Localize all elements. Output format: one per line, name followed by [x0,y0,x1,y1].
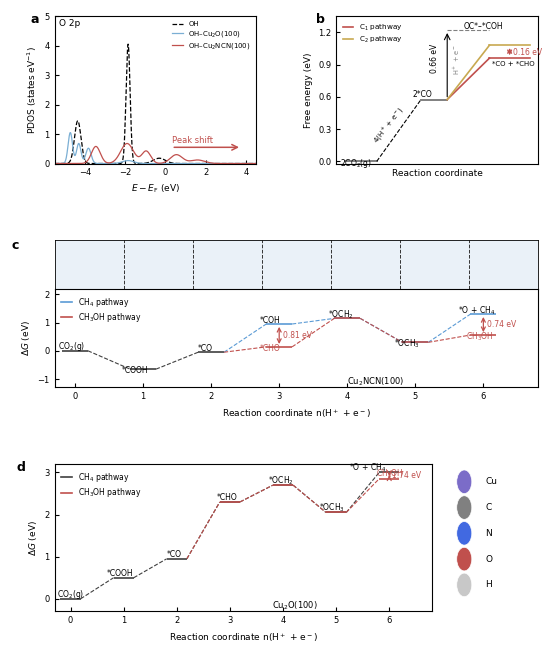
Text: a: a [31,13,39,27]
Text: C: C [485,503,491,512]
Line: OH–Cu$_2$O(100): OH–Cu$_2$O(100) [55,133,256,164]
Text: H$^+$ + e$^-$: H$^+$ + e$^-$ [451,44,461,75]
Circle shape [456,496,472,520]
Text: *O + CH$_4$: *O + CH$_4$ [458,304,495,316]
Text: H: H [485,580,492,589]
Circle shape [456,547,472,571]
OH [249,160,256,168]
Text: *OCH$_3$: *OCH$_3$ [319,502,345,514]
Text: *CHO: *CHO [217,493,238,502]
Legend: CH$_4$ pathway, CH$_3$OH pathway: CH$_4$ pathway, CH$_3$OH pathway [58,292,145,327]
Text: Cu: Cu [485,477,497,487]
OH–Cu$_2$O(100) [86,146,93,153]
Text: *OCH$_2$: *OCH$_2$ [328,308,354,321]
Text: CO$_2$(g): CO$_2$(g) [57,588,85,601]
OH–Cu$_2$NCN(100) [124,140,130,148]
Text: b: b [316,13,325,27]
Text: N: N [485,529,492,538]
OH–Cu$_2$NCN(100) [74,160,81,168]
Text: 0.16 eV: 0.16 eV [513,49,542,57]
Text: CH$_3$OH: CH$_3$OH [466,330,494,343]
OH [129,139,135,147]
Legend: CH$_4$ pathway, CH$_3$OH pathway: CH$_4$ pathway, CH$_3$OH pathway [58,468,145,502]
Text: CH$_3$OH: CH$_3$OH [376,468,403,480]
Text: Peak shift: Peak shift [173,137,213,146]
Circle shape [456,470,472,494]
OH–Cu$_2$O(100) [227,160,234,168]
Y-axis label: $\Delta G$ (eV): $\Delta G$ (eV) [27,520,39,556]
Text: *CO + *CHO: *CO + *CHO [491,61,534,67]
Text: *O + CH$_4$: *O + CH$_4$ [349,462,387,474]
OH [51,160,58,168]
Text: *CHO: *CHO [260,344,281,353]
Y-axis label: Free energy (eV): Free energy (eV) [304,52,313,127]
Y-axis label: PDOS (states eV$^{-1}$): PDOS (states eV$^{-1}$) [26,46,39,134]
Circle shape [456,521,472,545]
OH–Cu$_2$NCN(100) [253,160,259,168]
OH–Cu$_2$NCN(100) [249,160,256,168]
OH–Cu$_2$O(100) [249,160,256,168]
X-axis label: $E - E_\mathrm{F}$ (eV): $E - E_\mathrm{F}$ (eV) [130,183,180,195]
OH–Cu$_2$NCN(100) [86,153,93,161]
OH–Cu$_2$NCN(100) [227,160,234,168]
OH [253,160,259,168]
Text: 4(H$^+$ + e$^-$): 4(H$^+$ + e$^-$) [371,104,407,146]
Text: O 2p: O 2p [58,19,80,28]
Text: *CO: *CO [167,550,182,559]
OH–Cu$_2$O(100) [51,160,58,168]
OH [227,160,234,168]
Text: 0.74 eV: 0.74 eV [487,320,516,329]
Text: *OCH$_3$: *OCH$_3$ [394,338,419,350]
X-axis label: Reaction coordinate n(H$^+$ + e$^-$): Reaction coordinate n(H$^+$ + e$^-$) [222,407,371,420]
Text: 0.81 eV: 0.81 eV [283,331,312,340]
Legend: OH, OH–Cu$_2$O(100), OH–Cu$_2$NCN(100): OH, OH–Cu$_2$O(100), OH–Cu$_2$NCN(100) [171,19,252,52]
Text: *COOH: *COOH [106,569,133,578]
X-axis label: Reaction coordinate: Reaction coordinate [391,169,483,178]
Text: 0.66 eV: 0.66 eV [430,44,439,73]
Circle shape [456,573,472,597]
Legend: C$_1$ pathway, C$_2$ pathway: C$_1$ pathway, C$_2$ pathway [340,20,406,48]
OH [138,160,144,168]
OH [74,117,81,125]
OH–Cu$_2$NCN(100) [129,144,135,152]
OH–Cu$_2$O(100) [138,159,144,167]
Text: O: O [485,554,492,564]
OH–Cu$_2$O(100) [253,160,259,168]
OH–Cu$_2$O(100) [129,157,135,165]
OH [125,40,132,48]
Text: 2*CO: 2*CO [413,91,433,100]
Text: 2CO$_2$(g): 2CO$_2$(g) [341,157,372,170]
Text: *CO: *CO [198,344,212,353]
OH–Cu$_2$O(100) [67,129,74,137]
OH–Cu$_2$NCN(100) [138,152,144,160]
X-axis label: Reaction coordinate n(H$^+$ + e$^-$): Reaction coordinate n(H$^+$ + e$^-$) [169,631,318,644]
Text: Cu$_2$NCN(100): Cu$_2$NCN(100) [347,375,405,388]
Y-axis label: $\Delta G$ (eV): $\Delta G$ (eV) [20,320,32,356]
Text: 1.74 eV: 1.74 eV [392,471,421,480]
Text: Cu$_2$O(100): Cu$_2$O(100) [272,600,318,613]
Line: OH: OH [55,44,256,164]
OH–Cu$_2$NCN(100) [51,160,58,168]
Text: CO$_2$(g): CO$_2$(g) [58,340,85,353]
OH–Cu$_2$O(100) [74,142,81,149]
Text: *OCH$_2$: *OCH$_2$ [268,474,294,487]
Text: d: d [17,461,26,474]
Text: c: c [11,239,19,252]
OH [86,160,93,168]
Text: OC*–*COH: OC*–*COH [464,22,503,31]
Text: *COH: *COH [260,316,281,325]
Line: OH–Cu$_2$NCN(100): OH–Cu$_2$NCN(100) [55,144,256,164]
Text: *COOH: *COOH [121,366,148,375]
